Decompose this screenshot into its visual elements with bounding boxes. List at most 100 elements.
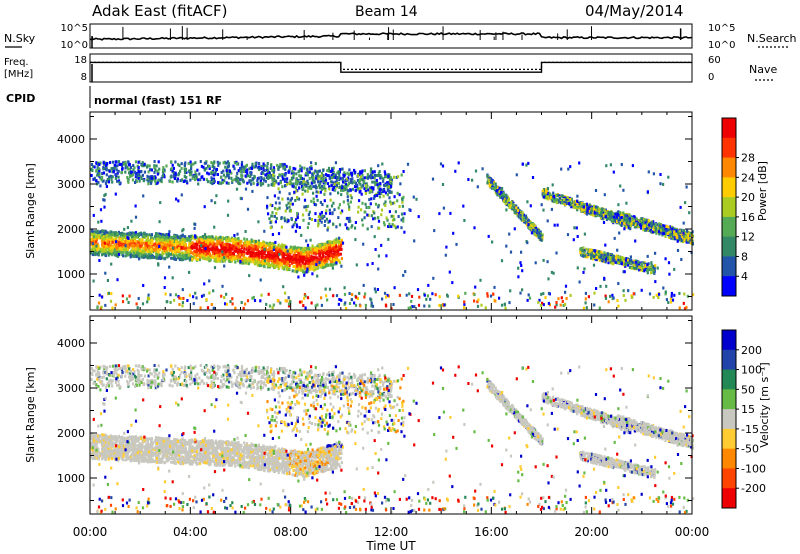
data-cell: [140, 170, 143, 173]
data-cell: [211, 239, 214, 243]
data-cell: [332, 258, 336, 261]
data-cell: [147, 241, 150, 245]
data-cell: [331, 180, 334, 184]
data-cell: [106, 162, 109, 165]
data-cell: [145, 242, 148, 246]
data-cell: [108, 175, 111, 179]
data-cell: [194, 161, 197, 165]
data-cell: [280, 225, 283, 229]
data-cell: [209, 258, 212, 262]
data-cell: [322, 255, 325, 258]
data-cell: [137, 243, 140, 247]
data-cell: [133, 255, 136, 259]
data-cell: [218, 259, 221, 263]
data-cell: [96, 252, 99, 256]
data-cell: [278, 201, 281, 205]
data-cell: [266, 172, 269, 176]
data-cell: [507, 203, 511, 207]
data-cell: [102, 179, 105, 183]
data-cell: [297, 248, 300, 252]
data-cell: [373, 176, 376, 180]
data-cell: [228, 259, 231, 263]
data-cell: [323, 192, 326, 196]
data-cell: [126, 249, 129, 253]
data-cell: [306, 167, 309, 171]
data-cell: [90, 174, 93, 177]
data-cell: [122, 233, 125, 237]
data-cell: [515, 206, 518, 210]
data-cell: [185, 238, 188, 242]
data-cell: [118, 248, 121, 252]
data-cell: [170, 236, 173, 239]
data-cell: [294, 267, 298, 271]
data-cell: [310, 260, 313, 263]
data-cell: [305, 260, 308, 264]
data-cell: [106, 240, 110, 244]
data-cell: [173, 255, 176, 259]
data-cell: [224, 247, 227, 250]
data-cell: [320, 220, 323, 224]
data-cell: [328, 187, 331, 191]
data-cell: [161, 168, 165, 172]
data-cell: [287, 256, 291, 260]
data-cell: [251, 177, 254, 181]
data-cell: [214, 237, 217, 241]
data-cell: [560, 201, 563, 205]
data-cell: [310, 262, 313, 266]
data-cell: [286, 259, 289, 263]
data-cell: [295, 246, 298, 250]
data-cell: [281, 258, 284, 262]
data-cell: [124, 254, 127, 258]
data-cell: [334, 173, 337, 177]
data-cell: [372, 217, 375, 221]
data-cell: [165, 251, 168, 255]
data-cell: [184, 251, 187, 254]
data-cell: [318, 182, 322, 186]
data-cell: [372, 186, 375, 190]
data-cell: [306, 226, 309, 230]
data-cell: [266, 204, 269, 208]
data-cell: [323, 224, 326, 227]
data-cell: [301, 249, 304, 253]
data-cell: [96, 234, 99, 238]
data-cell: [276, 257, 279, 261]
data-cell: [301, 213, 305, 217]
data-cell: [226, 248, 229, 252]
data-cell: [113, 246, 116, 250]
data-cell: [240, 173, 243, 177]
data-cell: [217, 253, 220, 257]
nave-line: [90, 61, 692, 71]
noise-right-label: N.Search: [747, 32, 797, 45]
data-cell: [97, 180, 100, 184]
data-cell: [227, 162, 231, 166]
data-cell: [536, 233, 539, 237]
data-cell: [177, 247, 181, 251]
data-cell: [113, 166, 116, 170]
data-cell: [328, 211, 332, 215]
data-cell: [271, 182, 274, 186]
data-cell: [315, 250, 318, 254]
data-cell: [283, 246, 286, 250]
data-cell: [267, 251, 270, 255]
data-cell: [195, 246, 198, 250]
data-cell: [141, 238, 144, 242]
data-cell: [286, 206, 289, 210]
data-cell: [101, 253, 104, 257]
data-cell: [150, 242, 153, 246]
data-cell: [90, 163, 94, 166]
data-cell: [151, 176, 154, 180]
data-cell: [224, 257, 227, 261]
data-cell: [116, 164, 119, 168]
data-cell: [333, 208, 336, 212]
data-cell: [312, 176, 315, 180]
data-cell: [154, 168, 157, 172]
data-cell: [138, 179, 141, 183]
data-cell: [306, 170, 309, 174]
data-cell: [235, 256, 238, 260]
data-cell: [183, 171, 187, 175]
data-cell: [329, 247, 332, 251]
data-cell: [344, 188, 347, 192]
data-cell: [247, 262, 250, 266]
data-cell: [262, 240, 265, 244]
data-cell: [320, 177, 323, 181]
